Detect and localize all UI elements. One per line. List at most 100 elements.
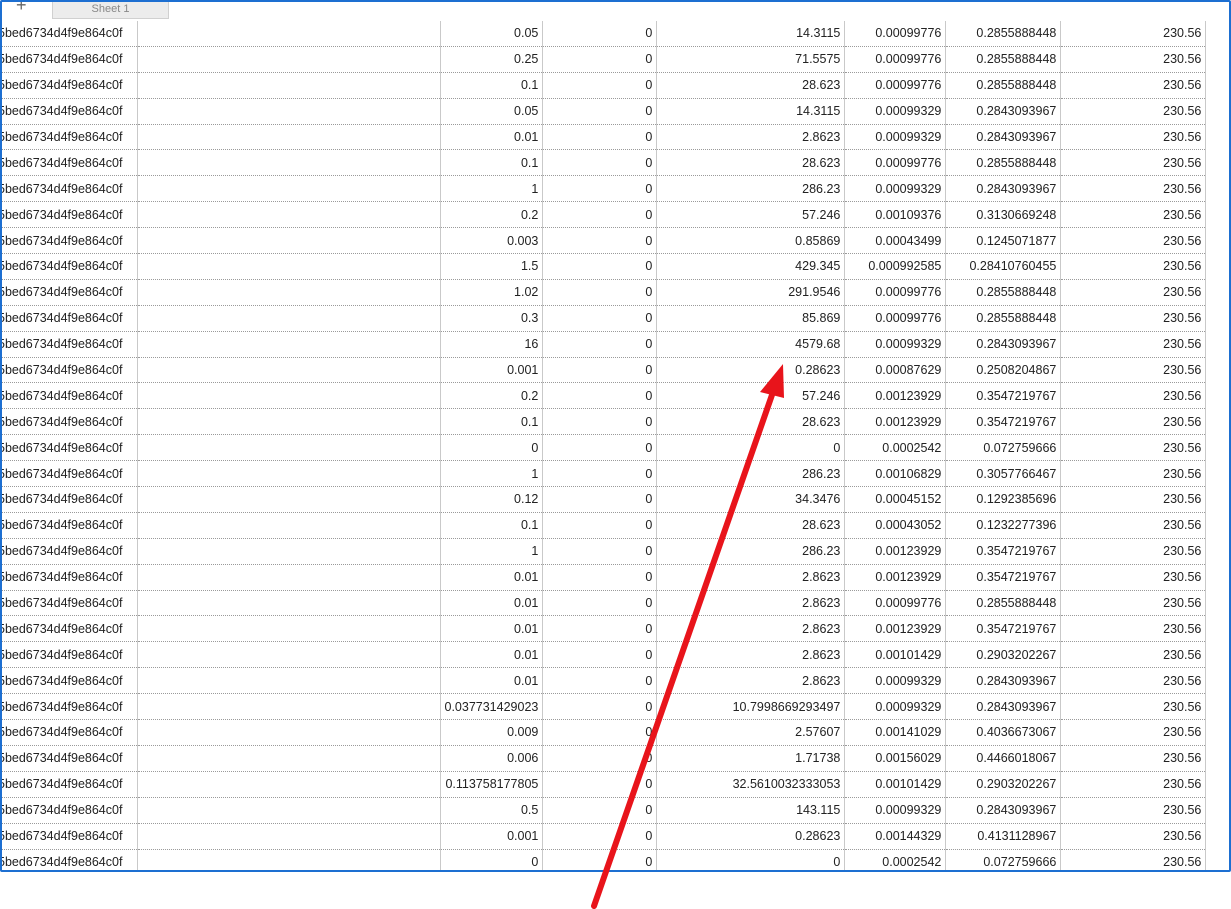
cell[interactable]: 286.23 bbox=[656, 460, 846, 488]
cell[interactable]: 230.56 bbox=[1060, 823, 1207, 850]
cell[interactable]: 5bed6734d4f9e864c0f bbox=[2, 512, 138, 539]
cell[interactable]: 0.01 bbox=[440, 615, 544, 643]
cell[interactable]: 0.2 bbox=[440, 201, 544, 229]
cell[interactable]: 0 bbox=[440, 849, 544, 870]
cell[interactable] bbox=[137, 460, 441, 488]
cell[interactable]: 0.00144329 bbox=[844, 823, 947, 850]
cell[interactable]: 0.1 bbox=[440, 72, 544, 99]
cell[interactable]: 230.56 bbox=[1060, 279, 1207, 306]
cell[interactable]: 0 bbox=[542, 745, 658, 772]
cell[interactable]: 0.2855888448 bbox=[945, 46, 1062, 73]
cell[interactable]: 5bed6734d4f9e864c0f bbox=[2, 149, 138, 177]
cell[interactable]: 5bed6734d4f9e864c0f bbox=[2, 253, 138, 280]
cell[interactable]: 0.00043499 bbox=[844, 227, 947, 255]
cell[interactable] bbox=[137, 771, 441, 798]
cell[interactable]: 0.072759666 bbox=[945, 434, 1062, 462]
cell[interactable]: 0.001 bbox=[440, 823, 544, 850]
cell[interactable]: 0.2843093967 bbox=[945, 797, 1062, 824]
cell[interactable]: 0 bbox=[542, 434, 658, 462]
cell[interactable]: 0 bbox=[542, 564, 658, 591]
cell[interactable] bbox=[137, 797, 441, 824]
cell[interactable]: 2.8623 bbox=[656, 667, 846, 695]
cell[interactable]: 230.56 bbox=[1060, 408, 1207, 436]
cell[interactable] bbox=[137, 693, 441, 721]
cell[interactable] bbox=[137, 538, 441, 565]
cell[interactable]: 0 bbox=[542, 590, 658, 617]
cell[interactable]: 0.00123929 bbox=[844, 382, 947, 410]
cell[interactable]: 0.00099776 bbox=[844, 72, 947, 99]
cell[interactable]: 0 bbox=[656, 849, 846, 870]
cell[interactable]: 0.00101429 bbox=[844, 771, 947, 798]
cell[interactable]: 10.7998669293497 bbox=[656, 693, 846, 721]
cell[interactable]: 0.00099329 bbox=[844, 693, 947, 721]
cell[interactable] bbox=[137, 149, 441, 177]
cell[interactable]: 1.02 bbox=[440, 279, 544, 306]
cell[interactable] bbox=[137, 434, 441, 462]
cell[interactable]: 0.00123929 bbox=[844, 564, 947, 591]
cell[interactable]: 0 bbox=[440, 434, 544, 462]
cell[interactable]: 5bed6734d4f9e864c0f bbox=[2, 745, 138, 772]
cell[interactable]: 0 bbox=[542, 797, 658, 824]
cell[interactable]: 0.00099776 bbox=[844, 149, 947, 177]
cell[interactable]: 5bed6734d4f9e864c0f bbox=[2, 564, 138, 591]
cell[interactable]: 5bed6734d4f9e864c0f bbox=[2, 227, 138, 255]
cell[interactable]: 0.1232277396 bbox=[945, 512, 1062, 539]
cell[interactable] bbox=[137, 486, 441, 513]
cell[interactable] bbox=[137, 72, 441, 99]
cell[interactable]: 230.56 bbox=[1060, 175, 1207, 203]
cell[interactable]: 0.2843093967 bbox=[945, 693, 1062, 721]
cell[interactable]: 0.28410760455 bbox=[945, 253, 1062, 280]
cell[interactable]: 143.115 bbox=[656, 797, 846, 824]
cell[interactable]: 230.56 bbox=[1060, 849, 1207, 870]
cell[interactable]: 0.3547219767 bbox=[945, 382, 1062, 410]
cell[interactable]: 1 bbox=[440, 538, 544, 565]
cell[interactable]: 5bed6734d4f9e864c0f bbox=[2, 823, 138, 850]
cell[interactable]: 230.56 bbox=[1060, 305, 1207, 332]
cell[interactable]: 230.56 bbox=[1060, 253, 1207, 280]
cell[interactable]: 230.56 bbox=[1060, 641, 1207, 669]
cell[interactable]: 0 bbox=[542, 124, 658, 151]
cell[interactable]: 0 bbox=[542, 175, 658, 203]
cell[interactable]: 230.56 bbox=[1060, 460, 1207, 488]
cell[interactable]: 230.56 bbox=[1060, 227, 1207, 255]
cell[interactable]: 0 bbox=[542, 512, 658, 539]
cell[interactable]: 0 bbox=[542, 201, 658, 229]
cell[interactable]: 0.1 bbox=[440, 149, 544, 177]
cell[interactable]: 0.28623 bbox=[656, 823, 846, 850]
cell[interactable]: 0.1245071877 bbox=[945, 227, 1062, 255]
cell[interactable] bbox=[137, 849, 441, 870]
cell[interactable]: 0.2855888448 bbox=[945, 590, 1062, 617]
cell[interactable] bbox=[137, 590, 441, 617]
cell[interactable] bbox=[137, 227, 441, 255]
cell[interactable] bbox=[137, 667, 441, 695]
cell[interactable]: 0 bbox=[542, 641, 658, 669]
cell[interactable]: 230.56 bbox=[1060, 149, 1207, 177]
cell[interactable]: 0.00099329 bbox=[844, 331, 947, 358]
cell[interactable]: 230.56 bbox=[1060, 590, 1207, 617]
cell[interactable] bbox=[137, 305, 441, 332]
cell[interactable]: 5bed6734d4f9e864c0f bbox=[2, 641, 138, 669]
cell[interactable]: 0 bbox=[542, 615, 658, 643]
cell[interactable]: 0 bbox=[656, 434, 846, 462]
cell[interactable] bbox=[137, 512, 441, 539]
cell[interactable]: 0.00099329 bbox=[844, 797, 947, 824]
cell[interactable]: 5bed6734d4f9e864c0f bbox=[2, 849, 138, 870]
cell[interactable]: 28.623 bbox=[656, 512, 846, 539]
cell[interactable]: 429.345 bbox=[656, 253, 846, 280]
cell[interactable]: 230.56 bbox=[1060, 331, 1207, 358]
cell[interactable]: 0 bbox=[542, 72, 658, 99]
cell[interactable] bbox=[137, 564, 441, 591]
cell[interactable]: 5bed6734d4f9e864c0f bbox=[2, 590, 138, 617]
cell[interactable]: 0.001 bbox=[440, 357, 544, 384]
cell[interactable]: 5bed6734d4f9e864c0f bbox=[2, 201, 138, 229]
cell[interactable]: 291.9546 bbox=[656, 279, 846, 306]
cell[interactable]: 0.1 bbox=[440, 408, 544, 436]
cell[interactable]: 0.00099776 bbox=[844, 305, 947, 332]
cell[interactable]: 230.56 bbox=[1060, 46, 1207, 73]
cell[interactable]: 5bed6734d4f9e864c0f bbox=[2, 460, 138, 488]
cell[interactable]: 5bed6734d4f9e864c0f bbox=[2, 175, 138, 203]
cell[interactable] bbox=[137, 175, 441, 203]
cell[interactable]: 0.2 bbox=[440, 382, 544, 410]
cell[interactable]: 28.623 bbox=[656, 72, 846, 99]
cell[interactable]: 0.2843093967 bbox=[945, 124, 1062, 151]
